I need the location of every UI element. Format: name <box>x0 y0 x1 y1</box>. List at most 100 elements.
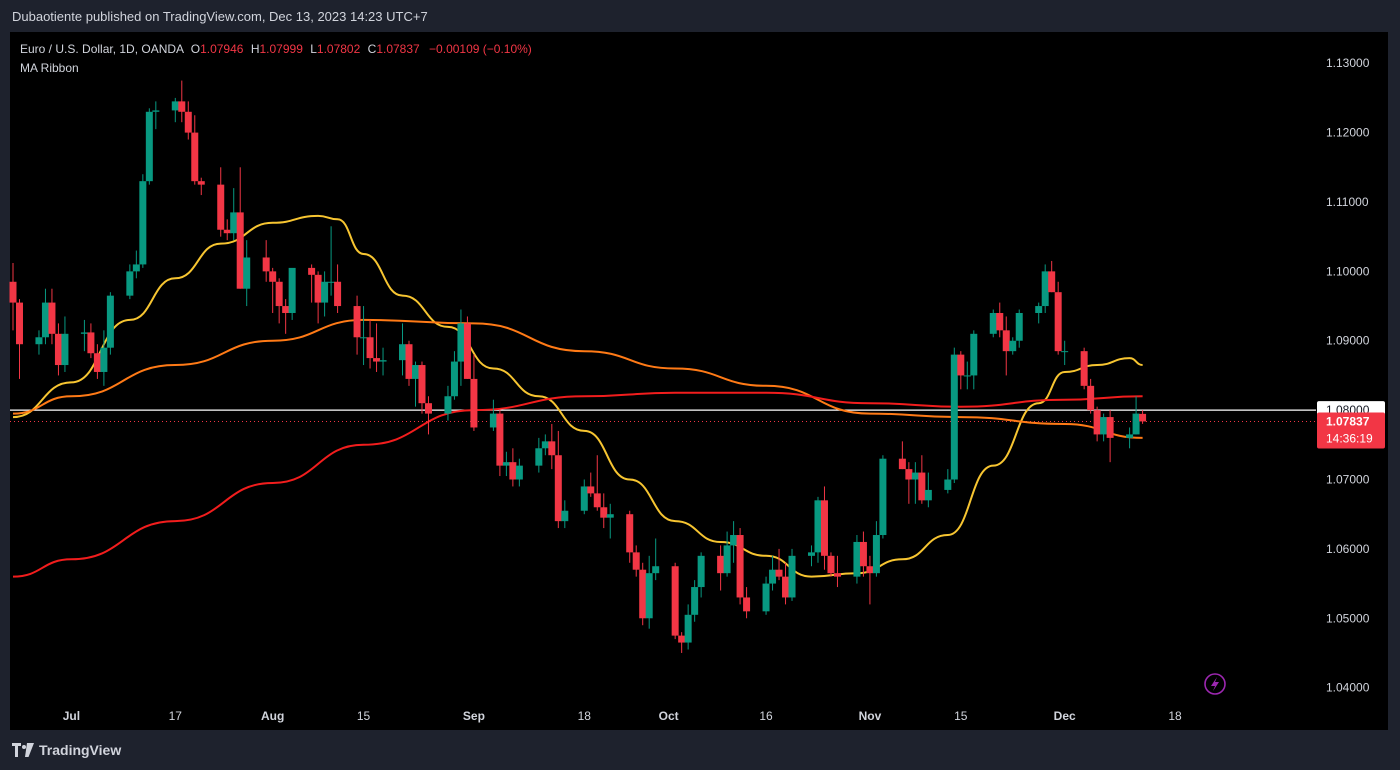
candle <box>282 299 290 334</box>
candle-body <box>957 354 965 376</box>
close-value: 1.07837 <box>376 42 420 56</box>
candle-body <box>411 365 419 379</box>
candle-body <box>217 184 225 230</box>
tradingview-logo[interactable]: TradingView <box>12 742 121 758</box>
candle <box>1035 302 1043 324</box>
candle <box>541 434 549 456</box>
low-value: 1.07802 <box>316 42 361 56</box>
candle-body <box>334 281 342 307</box>
candle-body <box>1080 351 1088 386</box>
candle-body <box>535 448 543 466</box>
candle-body <box>450 361 458 397</box>
symbol-title[interactable]: Euro / U.S. Dollar, 1D, OANDA <box>20 42 184 56</box>
candle <box>334 264 342 313</box>
candle <box>905 462 913 504</box>
candle-body <box>788 555 796 598</box>
candle <box>373 323 381 372</box>
candle-body <box>308 267 316 275</box>
top-bar: Dubaotiente published on TradingView.com… <box>0 0 1400 32</box>
candle-body <box>100 347 108 372</box>
candle-body <box>1100 417 1108 435</box>
low-label: L <box>310 42 317 56</box>
candle-body <box>1126 434 1134 438</box>
x-tick-label: 17 <box>169 709 183 723</box>
candle-body <box>418 365 426 404</box>
candle <box>489 399 497 431</box>
candle-body <box>989 312 997 334</box>
y-tick-label: 1.09000 <box>1326 334 1370 348</box>
candle-body <box>678 635 686 643</box>
candle-body <box>691 587 699 615</box>
candle-body <box>321 281 329 303</box>
candle <box>561 500 569 529</box>
candle <box>1126 427 1134 449</box>
candle-body <box>730 535 738 546</box>
candle-body <box>184 111 192 133</box>
candle <box>379 347 387 376</box>
candle <box>353 295 361 355</box>
x-tick-label: 18 <box>578 709 592 723</box>
candle <box>178 80 186 123</box>
candle <box>87 323 95 359</box>
candle <box>866 555 874 605</box>
candle <box>321 271 329 317</box>
candle <box>139 174 147 268</box>
candle-body <box>145 111 153 182</box>
candle-body <box>652 566 660 574</box>
x-tick-label: Dec <box>1054 709 1076 723</box>
candle-body <box>444 396 452 414</box>
candle <box>191 115 199 185</box>
candle-body <box>282 306 290 313</box>
candle <box>9 263 17 331</box>
candle-body <box>360 337 368 339</box>
x-tick-label: 15 <box>357 709 371 723</box>
candle-body <box>632 552 640 570</box>
y-tick-label: 1.10000 <box>1326 264 1370 278</box>
candle <box>1009 337 1017 355</box>
candle-body <box>639 569 647 619</box>
candle-body <box>580 486 588 511</box>
x-tick-label: 18 <box>1168 709 1182 723</box>
candle-body <box>54 333 62 366</box>
candle-body <box>126 271 134 296</box>
candle-body <box>191 132 199 182</box>
candle <box>950 347 958 483</box>
candle-body <box>80 332 88 334</box>
open-label: O <box>190 42 201 56</box>
candle-body <box>9 281 17 303</box>
candle-body <box>587 486 595 494</box>
candle <box>626 510 634 563</box>
lightning-icon[interactable] <box>1204 673 1226 695</box>
candle-body <box>139 181 147 265</box>
candle <box>639 562 647 626</box>
indicator-name[interactable]: MA Ribbon <box>20 61 79 75</box>
candle-body <box>61 333 69 366</box>
candle <box>970 330 978 390</box>
chart-area[interactable] <box>10 32 1388 730</box>
candle-body <box>1087 385 1095 411</box>
candle <box>554 430 562 529</box>
candle-body <box>833 573 841 577</box>
candle <box>262 240 270 282</box>
candle-body <box>288 267 296 313</box>
candle <box>652 538 660 581</box>
candle <box>963 361 971 390</box>
candle-body <box>502 462 510 466</box>
candle-body <box>1048 271 1056 293</box>
candle <box>236 167 244 289</box>
candle <box>632 545 640 577</box>
candle <box>457 309 465 386</box>
candle <box>314 271 322 324</box>
candle-body <box>606 514 614 518</box>
candle <box>243 240 251 307</box>
candle-body <box>872 535 880 574</box>
candle <box>184 101 192 140</box>
candle-body <box>736 535 744 598</box>
candle-body <box>275 281 283 307</box>
candle <box>100 330 108 386</box>
candle <box>671 562 679 640</box>
candle <box>898 441 906 470</box>
candle-body <box>236 212 244 289</box>
candle-body <box>814 500 822 553</box>
